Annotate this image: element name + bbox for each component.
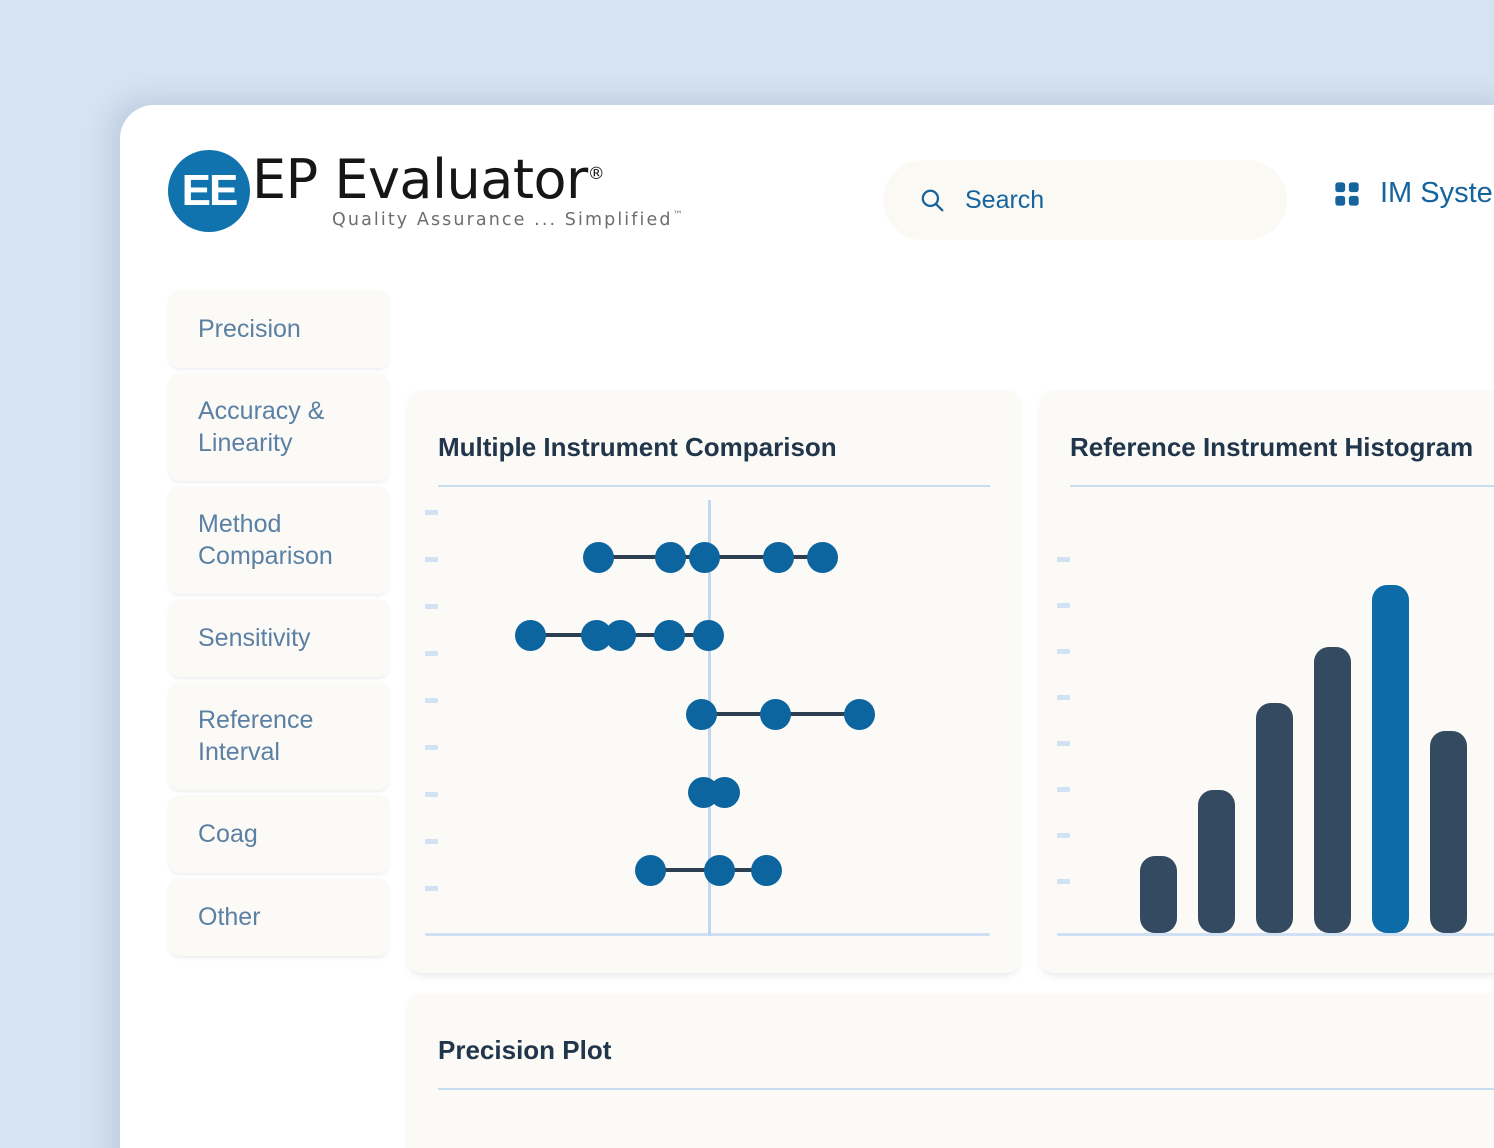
- card-precision-plot: Precision Plot: [408, 993, 1494, 1148]
- y-axis-tick: [425, 651, 438, 656]
- dot-plot-point: [654, 619, 686, 651]
- y-axis-tick: [1057, 603, 1070, 608]
- y-axis-tick: [425, 745, 438, 750]
- dot-plot-point: [635, 854, 667, 886]
- sidebar-item-label: Method Comparison: [198, 510, 333, 570]
- card-title-divider: [438, 1088, 1494, 1090]
- brand-text-block: EP Evaluator® Quality Assurance ... Simp…: [252, 152, 685, 230]
- y-axis-tick: [425, 839, 438, 844]
- brand-tagline: Quality Assurance ... Simplified™: [332, 210, 685, 230]
- dot-plot-point: [709, 776, 741, 808]
- card-title-divider: [1070, 485, 1494, 487]
- brand-tagline-text: Quality Assurance ... Simplified: [332, 209, 673, 230]
- sidebar-item-coag[interactable]: Coag: [168, 795, 390, 873]
- dot-plot-point: [703, 854, 735, 886]
- dot-plot-point: [654, 541, 686, 573]
- logo-initials: EE: [181, 166, 239, 215]
- dot-plot-point: [604, 619, 636, 651]
- y-axis-tick: [425, 698, 438, 703]
- y-axis-tick: [1057, 695, 1070, 700]
- app-header: EE EP Evaluator® Quality Assurance ... S…: [120, 105, 1494, 260]
- dot-plot-point: [688, 541, 720, 573]
- org-selector-label: IM Systems: [1380, 177, 1494, 209]
- sidebar-item-other[interactable]: Other: [168, 878, 390, 956]
- y-axis-tick: [1057, 833, 1070, 838]
- dot-plot-point: [807, 541, 839, 573]
- sidebar-item-method-comparison[interactable]: Method Comparison: [168, 486, 390, 594]
- search-input[interactable]: Search: [883, 160, 1287, 240]
- dot-plot-point: [685, 698, 717, 730]
- app-window: EE EP Evaluator® Quality Assurance ... S…: [120, 105, 1494, 1148]
- y-axis-tick: [425, 886, 438, 891]
- sidebar-item-label: Precision: [198, 315, 301, 343]
- y-axis-tick: [1057, 649, 1070, 654]
- brand-title-text: EP Evaluator: [252, 148, 588, 212]
- y-axis-tick: [425, 510, 438, 515]
- dot-plot-point: [692, 619, 724, 651]
- brand-title: EP Evaluator®: [252, 152, 685, 208]
- y-axis-tick: [425, 557, 438, 562]
- histogram-chart: [1040, 485, 1494, 973]
- registered-mark-icon: ®: [587, 164, 605, 185]
- dot-plot-point: [751, 854, 783, 886]
- histogram-bar: [1140, 856, 1177, 933]
- dot-plot-point: [762, 541, 794, 573]
- x-axis-baseline: [1057, 933, 1494, 936]
- y-axis-tick: [1057, 879, 1070, 884]
- y-axis-tick: [425, 792, 438, 797]
- org-selector-button[interactable]: IM Systems: [1333, 177, 1494, 210]
- search-placeholder: Search: [965, 185, 1045, 214]
- card-title: Precision Plot: [438, 1035, 612, 1065]
- sidebar-item-sensitivity[interactable]: Sensitivity: [168, 599, 390, 677]
- search-icon: [921, 189, 944, 212]
- sidebar-item-label: Other: [198, 903, 261, 931]
- histogram-bar: [1372, 584, 1409, 933]
- card-title: Multiple Instrument Comparison: [438, 432, 837, 462]
- card-multiple-instrument-comparison: Multiple Instrument Comparison: [408, 390, 1020, 973]
- dot-plot-chart: [408, 485, 1020, 973]
- card-title: Reference Instrument Histogram: [1070, 432, 1474, 462]
- card-title-divider: [438, 485, 990, 487]
- logo-mark-icon: EE: [168, 150, 250, 232]
- sidebar-item-precision[interactable]: Precision: [168, 290, 390, 368]
- trademark-mark-icon: ™: [672, 209, 685, 221]
- sidebar-item-label: Reference Interval: [198, 706, 314, 766]
- sidebar-item-accuracy-linearity[interactable]: Accuracy & Linearity: [168, 373, 390, 481]
- sidebar-item-label: Accuracy & Linearity: [198, 397, 325, 457]
- y-axis-tick: [425, 604, 438, 609]
- y-axis-tick: [1057, 557, 1070, 562]
- app-body: Precision Accuracy & Linearity Method Co…: [120, 260, 1494, 1148]
- dot-plot-point: [759, 698, 791, 730]
- dot-plot-point: [583, 541, 615, 573]
- brand-logo: EE EP Evaluator® Quality Assurance ... S…: [168, 150, 685, 232]
- sidebar-item-label: Coag: [198, 820, 258, 848]
- x-axis-baseline: [425, 933, 990, 936]
- sidebar-item-label: Sensitivity: [198, 624, 311, 652]
- histogram-bar: [1314, 647, 1351, 933]
- histogram-bar: [1198, 790, 1235, 933]
- sidebar-nav: Precision Accuracy & Linearity Method Co…: [168, 290, 390, 961]
- y-axis-tick: [1057, 787, 1070, 792]
- histogram-bar: [1430, 731, 1467, 933]
- grid-icon: [1335, 181, 1359, 206]
- sidebar-item-reference-interval[interactable]: Reference Interval: [168, 682, 390, 790]
- y-axis-tick: [1057, 741, 1070, 746]
- histogram-bar: [1256, 703, 1293, 933]
- precision-scatter-chart: [408, 1088, 1494, 1148]
- card-reference-instrument-histogram: Reference Instrument Histogram: [1040, 390, 1494, 973]
- dot-plot-point: [514, 619, 546, 651]
- dot-plot-point: [843, 698, 875, 730]
